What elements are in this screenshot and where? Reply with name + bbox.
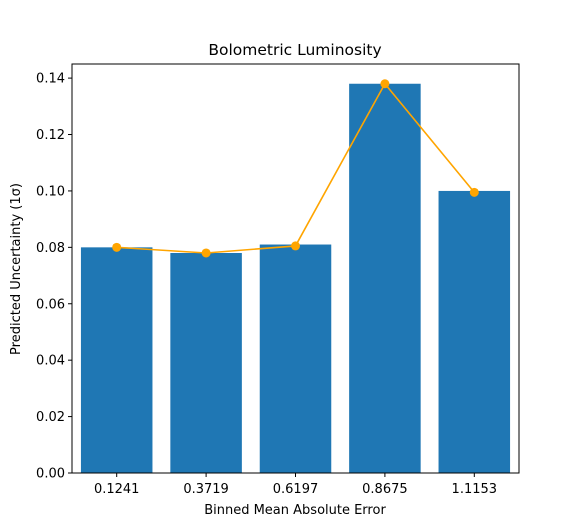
y-tick-label: 0.00 [36, 467, 65, 482]
y-axis-label: Predicted Uncertainty (1σ) [9, 183, 24, 355]
y-axis: 0.00 0.02 0.04 0.06 0.08 0.10 0.12 0.14 [36, 72, 72, 482]
y-tick-label: 0.12 [36, 128, 65, 143]
y-tick-label: 0.02 [36, 410, 65, 425]
line-point-0.3719 [201, 248, 211, 258]
line-point-0.1241 [112, 242, 122, 252]
y-tick-label: 0.10 [36, 184, 65, 199]
x-tick-label: 0.6197 [273, 482, 319, 497]
line-point-1.1153 [469, 187, 479, 197]
bar-0.3719 [170, 252, 242, 473]
x-tick-label: 0.3719 [183, 482, 229, 497]
x-tick-label: 1.1153 [452, 482, 498, 497]
bar-group [80, 83, 511, 474]
bar-1.1153 [438, 190, 511, 473]
line-point-0.6197 [291, 241, 300, 251]
y-tick-label: 0.14 [36, 72, 65, 87]
x-axis: 0.1241 0.3719 0.6197 0.8675 1.1153 [94, 473, 497, 497]
line-point-0.8675 [380, 79, 390, 89]
line-series [112, 79, 479, 258]
chart-title: Bolometric Luminosity [208, 41, 381, 59]
bar-0.1241 [80, 247, 153, 473]
bar-0.8675 [349, 83, 421, 474]
x-tick-label: 0.1241 [94, 482, 140, 497]
y-tick-label: 0.06 [36, 297, 65, 312]
y-tick-label: 0.04 [36, 354, 65, 369]
bar-0.6197 [259, 244, 332, 473]
y-tick-label: 0.08 [36, 241, 65, 256]
x-axis-label: Binned Mean Absolute Error [204, 503, 386, 518]
plot-frame [71, 63, 520, 474]
x-tick-label: 0.8675 [362, 482, 408, 497]
